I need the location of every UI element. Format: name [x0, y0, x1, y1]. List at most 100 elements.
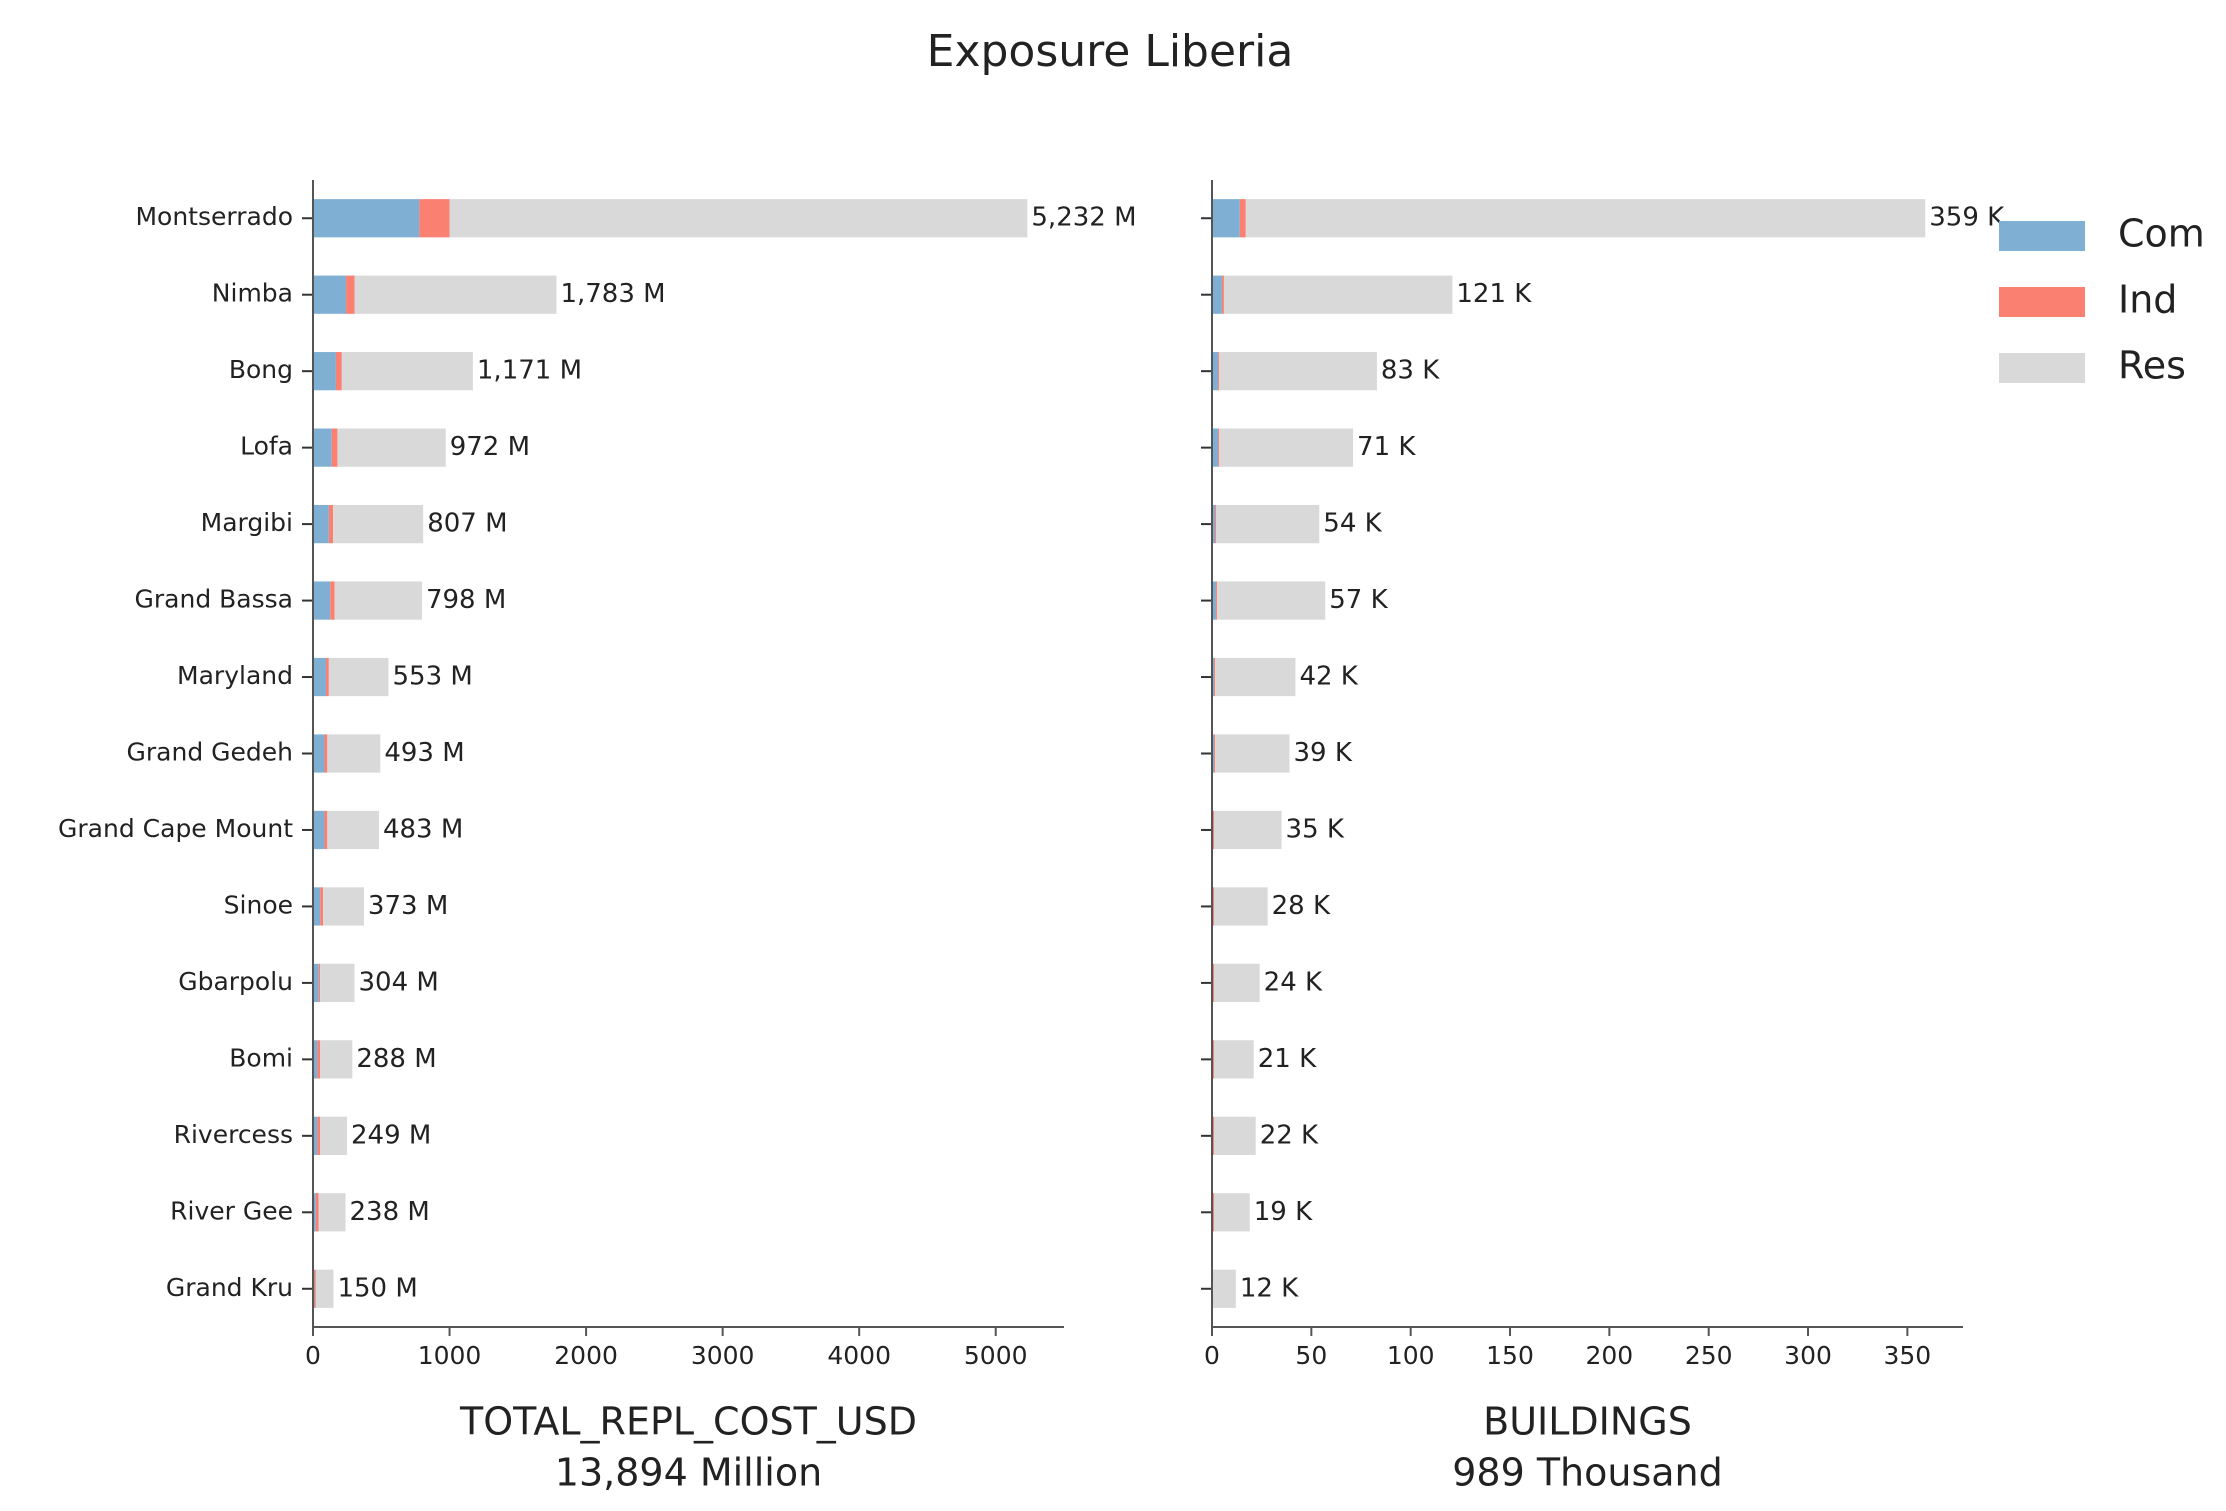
- x-axis-total: 13,894 Million: [555, 1451, 822, 1495]
- bar-segment: [1214, 734, 1290, 773]
- value-label: 71 K: [1357, 432, 1416, 462]
- bar-segment: [317, 1116, 321, 1155]
- bar-segment: [328, 657, 389, 697]
- bar-segment: [335, 352, 342, 391]
- x-tick-label: 100: [1387, 1341, 1435, 1370]
- bar-segment: [328, 504, 334, 544]
- bar-segment: [346, 275, 355, 314]
- x-tick-label: 5000: [964, 1341, 1028, 1370]
- bar-segment: [1218, 428, 1354, 467]
- value-label: 249 M: [351, 1120, 431, 1150]
- bar-segment: [320, 963, 355, 1003]
- bar-segment: [1214, 504, 1216, 544]
- legend-swatch: [1999, 221, 2085, 251]
- value-label: 12 K: [1240, 1273, 1299, 1303]
- value-label: 35 K: [1286, 814, 1345, 844]
- bar-segment: [320, 1116, 347, 1155]
- bar-segment: [1213, 1040, 1254, 1079]
- bar-segment: [1213, 810, 1282, 850]
- legend-label: Res: [2118, 344, 2186, 388]
- x-tick-label: 1000: [418, 1341, 482, 1370]
- bar-segment: [324, 734, 328, 773]
- bar-segment: [313, 887, 321, 926]
- bar-segment: [1215, 504, 1320, 544]
- bar-segment: [1212, 428, 1218, 467]
- legend-label: Com: [2118, 212, 2205, 256]
- bar-segment: [333, 504, 424, 544]
- value-label: 238 M: [349, 1197, 429, 1227]
- value-label: 972 M: [450, 432, 530, 462]
- chart-title: Exposure Liberia: [927, 26, 1294, 77]
- bar-segment: [419, 199, 450, 238]
- value-label: 807 M: [427, 509, 507, 539]
- x-tick-label: 2000: [554, 1341, 618, 1370]
- x-axis-total: 989 Thousand: [1452, 1451, 1723, 1495]
- bar-segment: [324, 810, 328, 850]
- bar-segment: [313, 352, 336, 391]
- bar-segment: [1212, 275, 1222, 314]
- bar-segment: [330, 581, 335, 620]
- value-label: 21 K: [1258, 1044, 1317, 1074]
- bar-segment: [1213, 1193, 1250, 1232]
- bar-segment: [313, 199, 420, 238]
- y-tick-label: Montserrado: [135, 202, 293, 231]
- value-label: 493 M: [384, 738, 464, 768]
- bar-segment: [327, 810, 379, 850]
- bar-segment: [318, 963, 321, 1003]
- bar-segment: [1217, 352, 1219, 391]
- value-label: 28 K: [1272, 891, 1331, 921]
- bar-segment: [1213, 963, 1260, 1003]
- bar-segment: [320, 887, 324, 926]
- bar-segment: [331, 428, 338, 467]
- x-tick-label: 0: [305, 1341, 321, 1370]
- y-tick-label: Rivercess: [174, 1120, 293, 1149]
- value-label: 288 M: [356, 1044, 436, 1074]
- value-label: 83 K: [1381, 356, 1440, 386]
- value-label: 304 M: [359, 967, 439, 997]
- bar-segment: [327, 734, 381, 773]
- value-label: 1,171 M: [477, 356, 582, 386]
- bar-segment: [1212, 199, 1240, 238]
- bar-segment: [313, 1116, 318, 1155]
- bar-segment: [313, 657, 326, 697]
- y-tick-label: Margibi: [201, 508, 293, 537]
- bar-segment: [1212, 1193, 1214, 1232]
- y-tick-label: Bomi: [229, 1043, 293, 1072]
- bar-segment: [1212, 581, 1216, 620]
- bar-segment: [1215, 581, 1217, 620]
- value-label: 42 K: [1299, 662, 1358, 692]
- value-label: 150 M: [337, 1273, 417, 1303]
- value-label: 553 M: [393, 662, 473, 692]
- x-tick-label: 150: [1486, 1341, 1534, 1370]
- bar-segment: [317, 1040, 321, 1079]
- bar-segment: [1214, 657, 1296, 697]
- x-tick-label: 300: [1784, 1341, 1832, 1370]
- y-tick-label: Sinoe: [224, 890, 293, 919]
- bar-segment: [1213, 734, 1215, 773]
- bar-segment: [337, 428, 446, 467]
- bar-segment: [1216, 581, 1326, 620]
- bar-segment: [313, 1193, 316, 1232]
- bar-segment: [313, 734, 325, 773]
- x-tick-label: 3000: [691, 1341, 755, 1370]
- bar-segment: [320, 1040, 353, 1079]
- bar-segment: [314, 1269, 316, 1308]
- y-tick-label: Grand Cape Mount: [58, 814, 293, 843]
- bar-segment: [1212, 1269, 1236, 1308]
- legend-swatch: [1999, 287, 2085, 317]
- y-tick-label: Grand Bassa: [135, 585, 293, 614]
- x-tick-label: 0: [1204, 1341, 1220, 1370]
- value-label: 22 K: [1260, 1120, 1319, 1150]
- bar-segment: [313, 1040, 318, 1079]
- y-tick-label: Maryland: [177, 661, 293, 690]
- bar-segment: [1213, 1116, 1256, 1155]
- value-label: 54 K: [1323, 509, 1382, 539]
- bar-segment: [1213, 657, 1215, 697]
- bar-segment: [1212, 1040, 1214, 1079]
- bar-segment: [318, 1193, 346, 1232]
- bar-segment: [313, 504, 329, 544]
- bar-segment: [1239, 199, 1246, 238]
- value-label: 57 K: [1329, 585, 1388, 615]
- bar-segment: [1212, 504, 1215, 544]
